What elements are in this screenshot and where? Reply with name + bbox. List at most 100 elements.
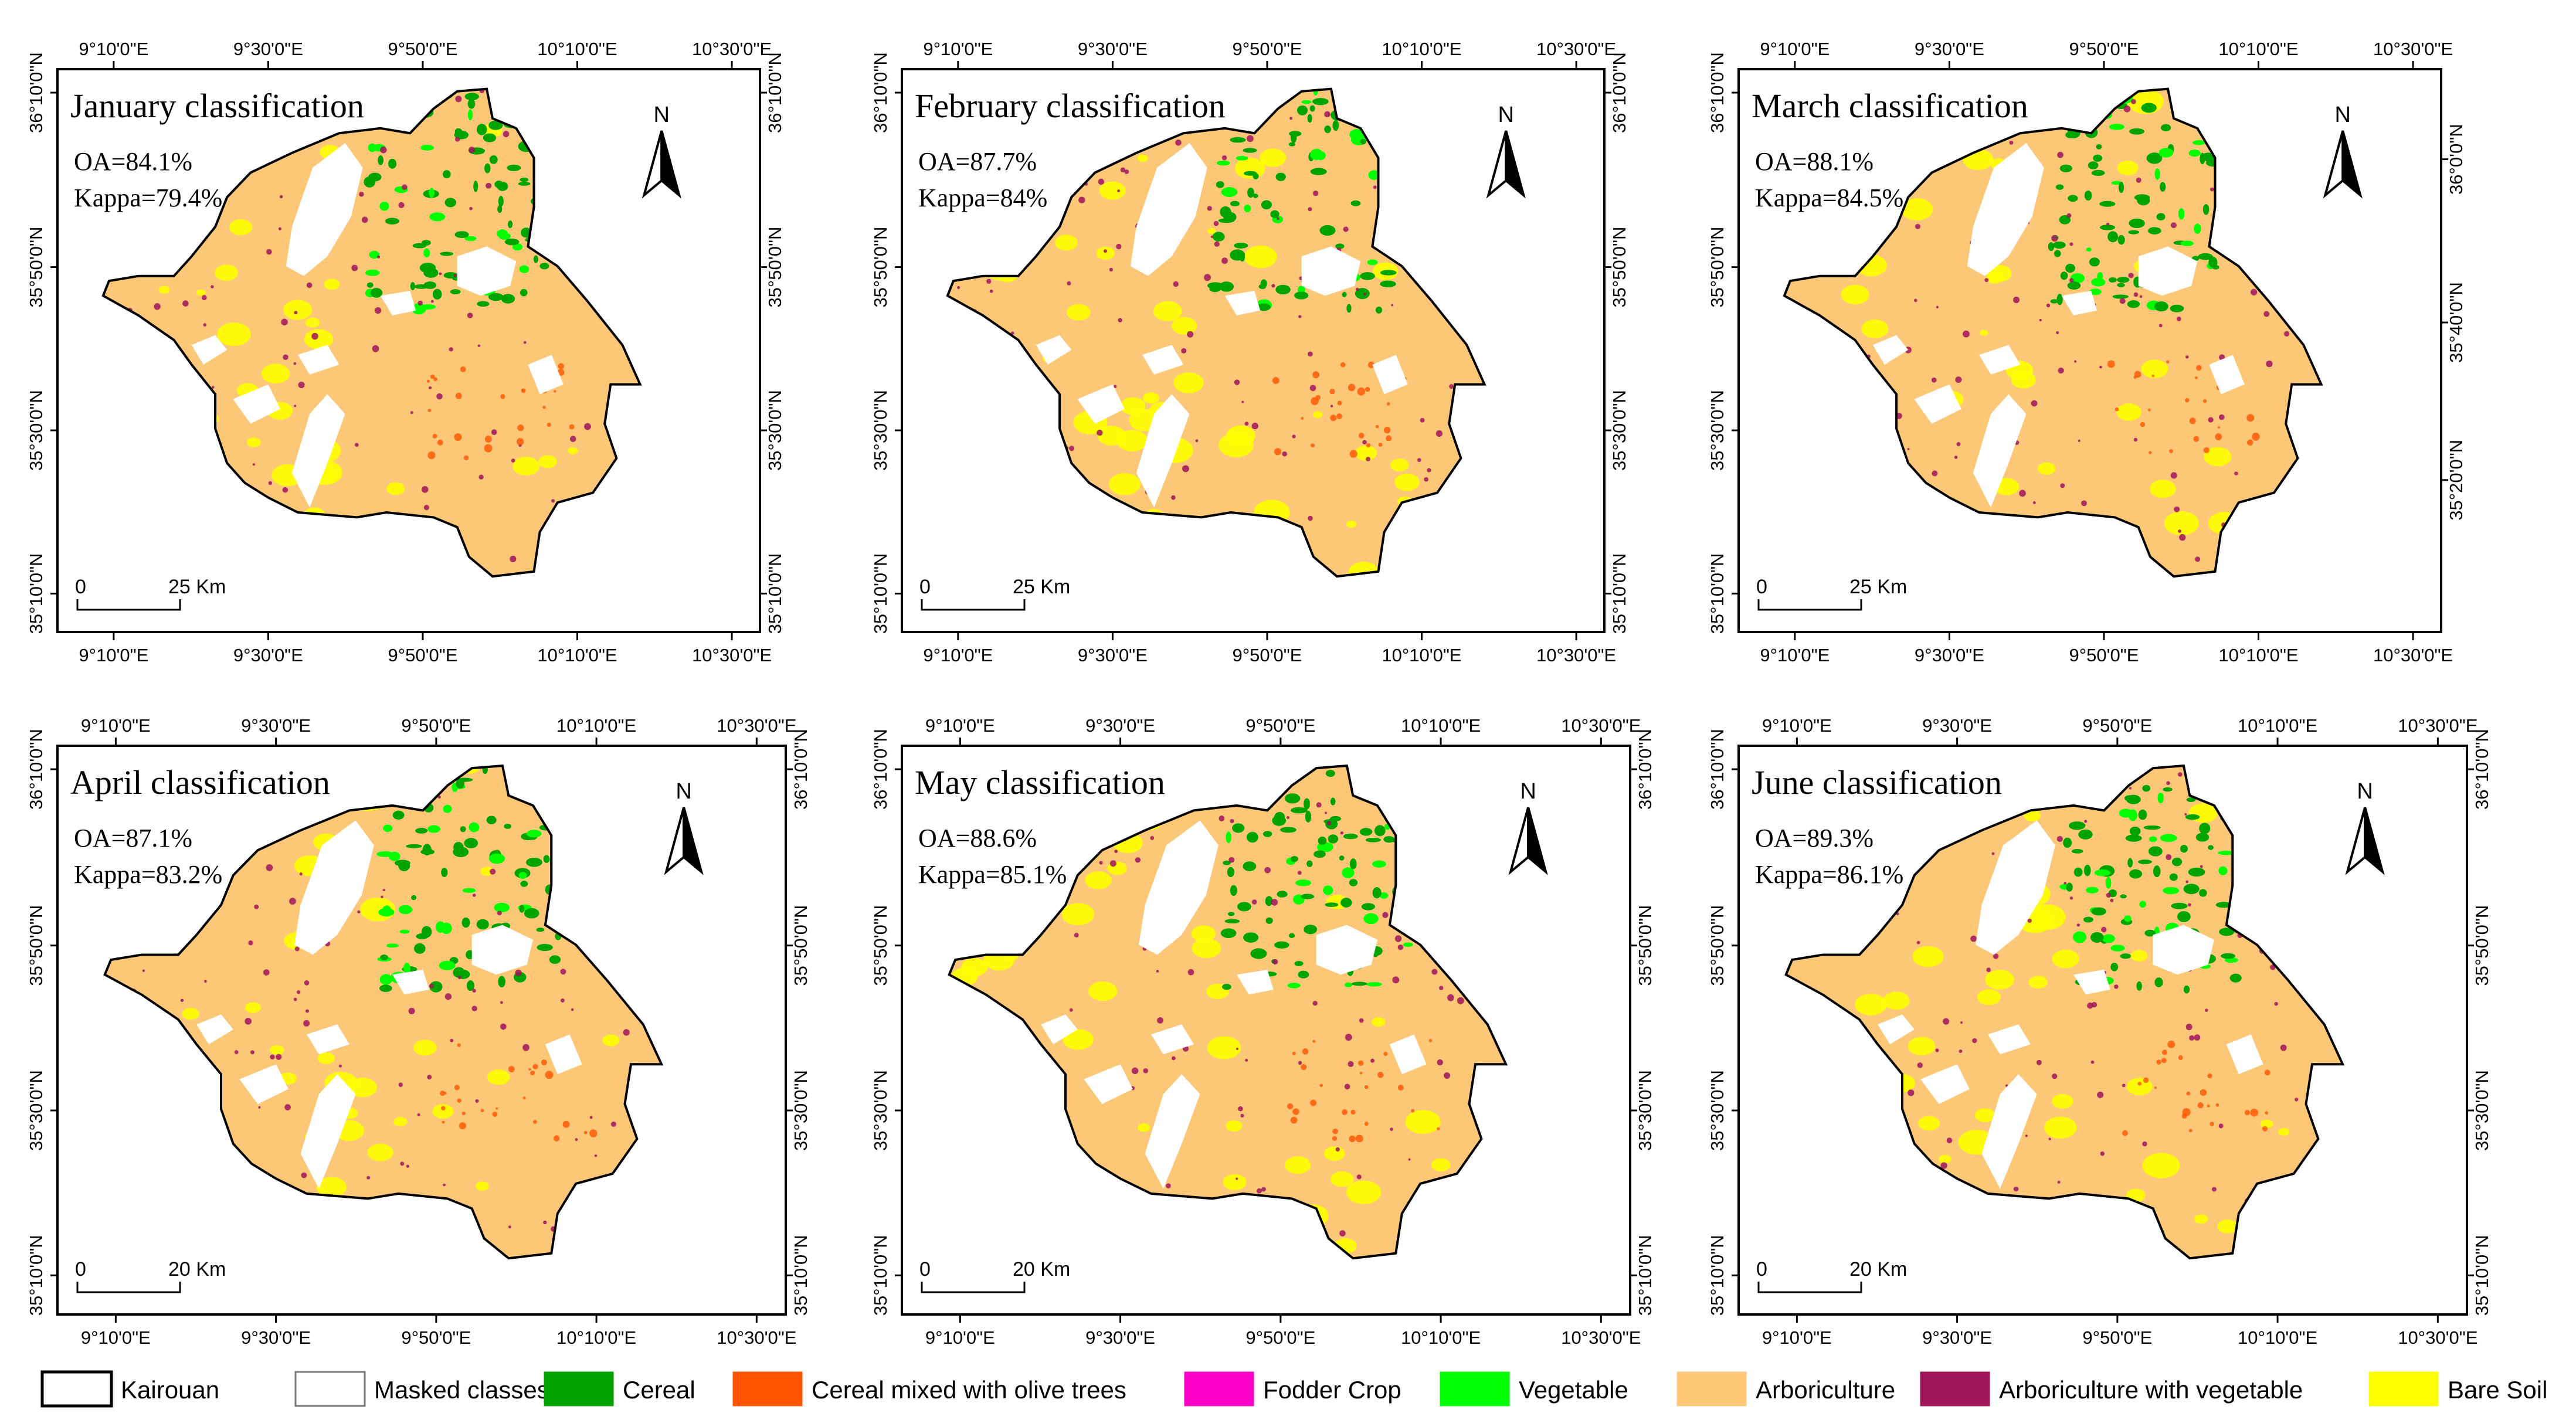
scale-zero: 0 — [75, 1258, 86, 1280]
lon-tick-label-bottom: 10°30'0"E — [692, 645, 772, 665]
north-arrow-icon — [2345, 807, 2385, 875]
overall-accuracy-text: OA=87.1% — [74, 824, 192, 852]
masked-area — [2138, 246, 2198, 296]
north-arrow-icon — [1486, 130, 1526, 199]
masked-area — [1041, 1014, 1078, 1045]
masked-area — [298, 345, 340, 375]
lon-tick-label-top: 9°50'0"E — [2069, 39, 2139, 59]
masked-area — [191, 335, 228, 365]
lat-tick-label-left: 35°30'0"N — [1707, 390, 1727, 471]
legend-label: Arboriculture with vegetable — [1999, 1376, 2303, 1404]
map-panel-march: March classification OA=88.1% Kappa=84.5% N… — [1707, 39, 2466, 665]
masked-area — [1372, 355, 1408, 395]
lat-tick-label-left: 35°50'0"N — [870, 905, 891, 986]
lon-tick-label-bottom: 9°50'0"E — [401, 1327, 471, 1348]
lat-tick-label-right: 35°10'0"N — [2472, 1235, 2492, 1316]
legend-item-bare-soil: Bare Soil — [2368, 1371, 2547, 1407]
lat-tick-label-left: 35°10'0"N — [870, 1235, 891, 1316]
lat-tick-label-left: 35°10'0"N — [1707, 553, 1727, 634]
north-arrow-icon — [2323, 130, 2363, 199]
lat-tick-label-left: 36°10'0"N — [870, 52, 891, 133]
scale-bar: 0 20 Km — [75, 1258, 226, 1293]
scale-zero: 0 — [919, 576, 931, 598]
panel-title: February classification — [915, 87, 1226, 125]
lon-tick-label-bottom: 9°50'0"E — [1245, 1327, 1315, 1348]
lon-tick-label-bottom: 9°10'0"E — [79, 645, 148, 665]
lat-tick-label-right: 36°10'0"N — [2472, 729, 2492, 810]
north-label: N — [654, 103, 670, 127]
lon-tick-label-bottom: 9°10'0"E — [1762, 1327, 1832, 1348]
legend-item-cereal-mixed-with-olive-trees: Cereal mixed with olive trees — [732, 1371, 1126, 1407]
lat-tick-label-right: 36°10'0"N — [765, 52, 785, 133]
legend-swatch — [40, 1370, 113, 1408]
masked-area — [1036, 335, 1072, 365]
lon-tick-label-top: 10°10'0"E — [2238, 715, 2317, 736]
lon-tick-label-top: 9°50'0"E — [1245, 715, 1315, 736]
legend-label: Bare Soil — [2448, 1376, 2547, 1404]
lat-tick-label-right: 35°30'0"N — [765, 390, 785, 471]
legend-swatch — [732, 1371, 803, 1407]
scale-bar: 0 20 Km — [1756, 1258, 1907, 1293]
lat-tick-label-right: 35°50'0"N — [2472, 905, 2492, 986]
masked-area — [1136, 394, 1190, 508]
lat-tick-label-right: 36°0'0"N — [2446, 124, 2466, 195]
lon-tick-label-top: 9°30'0"E — [241, 715, 311, 736]
masked-area — [300, 1074, 356, 1189]
lon-tick-label-top: 10°10'0"E — [537, 39, 617, 59]
lon-tick-label-bottom: 9°10'0"E — [923, 645, 993, 665]
north-arrow-icon — [642, 130, 681, 199]
lat-tick-label-right: 36°10'0"N — [1635, 729, 1655, 810]
lat-tick-label-left: 35°30'0"N — [26, 1070, 46, 1151]
masked-area — [1142, 345, 1184, 375]
lat-tick-label-right: 35°10'0"N — [790, 1235, 811, 1316]
lon-tick-label-top: 9°50'0"E — [401, 715, 471, 736]
masked-area — [380, 291, 416, 315]
lat-tick-label-right: 35°30'0"N — [2472, 1070, 2492, 1151]
panel-title: April classification — [70, 763, 330, 801]
kappa-text: Kappa=85.1% — [918, 860, 1067, 889]
lat-tick-label-left: 35°10'0"N — [870, 553, 891, 634]
arboriculture-area — [104, 766, 662, 1259]
legend-swatch — [1920, 1371, 1990, 1407]
north-label: N — [1498, 103, 1514, 127]
lon-tick-label-bottom: 9°10'0"E — [1760, 645, 1830, 665]
masked-area — [1224, 291, 1261, 315]
lon-tick-label-bottom: 9°30'0"E — [233, 645, 303, 665]
lat-tick-label-left: 35°30'0"N — [1707, 1070, 1727, 1151]
masked-area — [2073, 969, 2110, 995]
north-label: N — [676, 779, 691, 804]
lat-tick-label-right: 35°10'0"N — [765, 553, 785, 634]
masked-area — [233, 384, 280, 424]
panel-title: January classification — [70, 87, 364, 125]
masked-area — [1967, 143, 2044, 276]
legend-item-masked-classes: Masked classes — [294, 1371, 549, 1407]
masked-area — [1878, 1014, 1915, 1045]
arboriculture-area — [949, 766, 1506, 1259]
masked-area — [545, 1034, 582, 1075]
scale-zero: 0 — [75, 576, 86, 598]
map-panel-january: January classification OA=84.1% Kappa=79.4… — [26, 39, 785, 665]
masked-area — [196, 1014, 233, 1045]
overall-accuracy-text: OA=88.1% — [1755, 147, 1874, 176]
map-panel-february: February classification OA=87.7% Kappa=84%… — [870, 39, 1630, 665]
kairouan-boundary — [103, 764, 664, 1260]
lat-tick-label-right: 35°30'0"N — [790, 1070, 811, 1151]
scale-label: 20 Km — [168, 1258, 226, 1280]
lon-tick-label-bottom: 9°50'0"E — [2082, 1327, 2152, 1348]
lat-tick-label-left: 35°30'0"N — [870, 390, 891, 471]
lon-tick-label-bottom: 9°50'0"E — [2069, 645, 2139, 665]
masked-area — [2061, 291, 2098, 315]
lon-tick-label-top: 10°10'0"E — [1382, 39, 1461, 59]
legend: Kairouan Masked classes Cereal Cereal mixed… — [40, 1370, 2547, 1408]
legend-item-cereal: Cereal — [544, 1371, 695, 1407]
north-label: N — [2357, 779, 2373, 804]
masked-area — [239, 1064, 289, 1105]
kairouan-boundary — [1784, 764, 2345, 1260]
legend-label: Vegetable — [1519, 1376, 1628, 1404]
lon-tick-label-bottom: 9°50'0"E — [1232, 645, 1302, 665]
lat-tick-label-left: 35°50'0"N — [26, 227, 46, 308]
lat-tick-label-right: 35°50'0"N — [765, 227, 785, 308]
masked-area — [294, 820, 374, 955]
lat-tick-label-left: 35°50'0"N — [1707, 227, 1727, 308]
lat-tick-label-left: 35°10'0"N — [26, 553, 46, 634]
